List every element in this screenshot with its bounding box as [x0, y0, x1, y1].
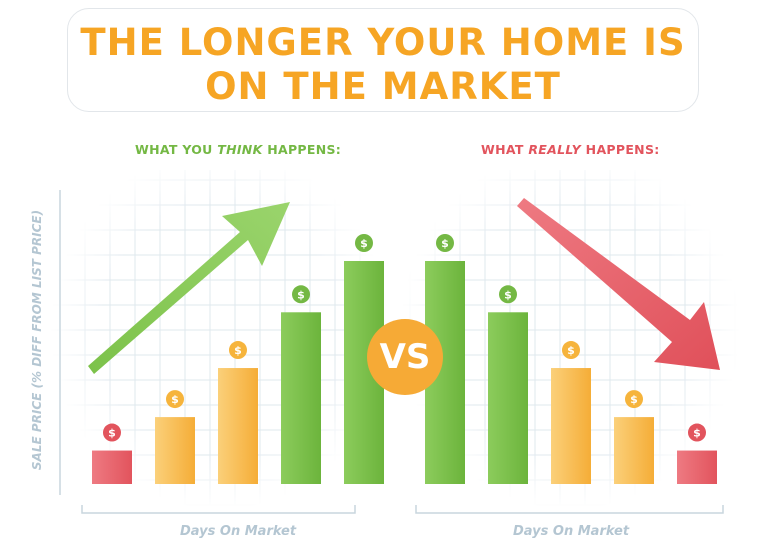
bar: [92, 450, 132, 484]
y-axis-label: SALE PRICE (% DIFF FROM LIST PRICE): [30, 209, 44, 471]
dollar-sign-icon: $: [567, 344, 575, 357]
bar: [218, 368, 258, 484]
title-line-1: THE LONGER YOUR HOME IS: [80, 21, 686, 64]
chart-title-left-pre: WHAT YOU: [135, 142, 218, 157]
dollar-coin-icon: [292, 285, 310, 304]
trend-arrow-up-icon: [88, 202, 290, 374]
chart-title-right: WHAT REALLY HAPPENS:: [481, 142, 660, 157]
dollar-coin-icon: [562, 341, 580, 360]
chart-title-right-post: HAPPENS:: [581, 142, 660, 157]
dollar-coin-icon: [229, 341, 247, 360]
chart-title-left-post: HAPPENS:: [262, 142, 342, 157]
dollar-sign-icon: $: [630, 393, 638, 406]
dollar-coin-icon: [103, 423, 121, 442]
dollar-sign-icon: $: [297, 288, 305, 301]
dollar-coin-icon: [436, 234, 454, 252]
axes: [59, 190, 724, 514]
x-axis-bracket-left: [81, 505, 356, 514]
dollar-sign-icon: $: [234, 344, 242, 357]
dollar-sign-icon: $: [504, 288, 512, 301]
bar: [614, 417, 654, 484]
dollar-coin-icon: [688, 423, 706, 442]
bar: [155, 417, 195, 484]
chart-title-left: WHAT YOU THINK HAPPENS:: [135, 142, 341, 157]
bar: [488, 312, 528, 484]
chart-title-right-em: REALLY: [528, 142, 582, 157]
dollar-coin-icon: [355, 234, 373, 252]
x-axis-label-left: Days On Market: [180, 524, 297, 539]
chart-title-left-em: THINK: [217, 142, 263, 157]
trend-arrow-down-icon: [517, 198, 720, 370]
dollar-sign-icon: $: [693, 427, 701, 440]
vs-badge: VS: [367, 319, 443, 395]
dollar-sign-icon: $: [171, 393, 179, 406]
x-axis-label-right: Days On Market: [513, 524, 630, 539]
chart-title-right-pre: WHAT: [481, 142, 529, 157]
x-axis-bracket-right: [415, 505, 724, 514]
bar: [281, 312, 321, 484]
dollar-coin-icon: [166, 390, 184, 409]
title-box: THE LONGER YOUR HOME IS ON THE MARKET: [67, 8, 699, 112]
dollar-coin-icon: [499, 285, 517, 304]
dollar-sign-icon: $: [360, 237, 368, 250]
bar: [677, 450, 717, 484]
dollar-coin-icon: [625, 390, 643, 409]
dollar-sign-icon: $: [441, 237, 449, 250]
title-line-2: ON THE MARKET: [205, 65, 561, 108]
dollar-sign-icon: $: [108, 427, 116, 440]
bar: [551, 368, 591, 484]
